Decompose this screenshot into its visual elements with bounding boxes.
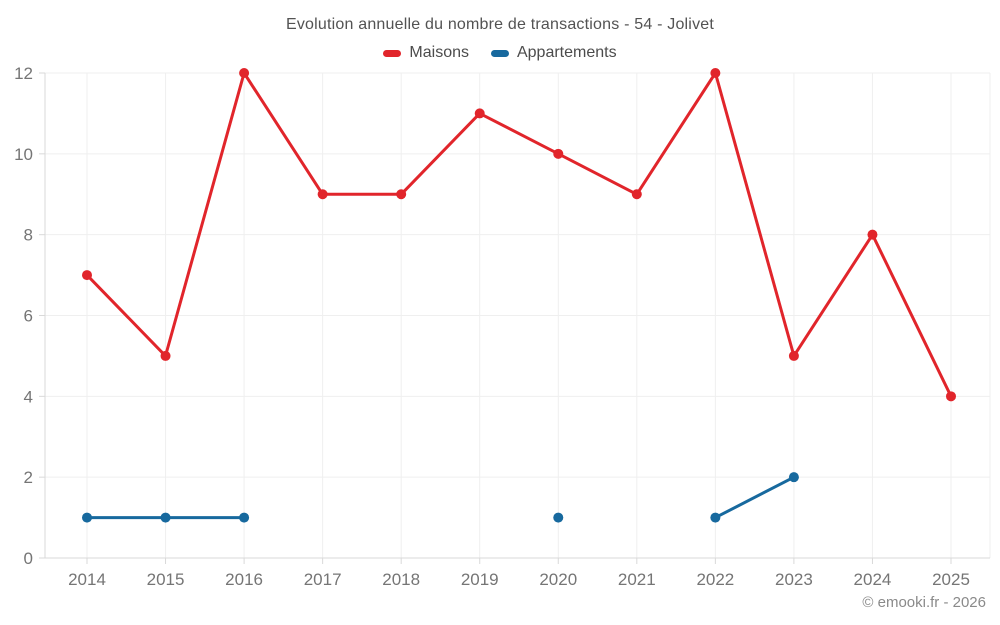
legend-swatch-appartements bbox=[490, 49, 509, 57]
x-tick-label: 2022 bbox=[696, 570, 734, 589]
x-tick-label: 2016 bbox=[225, 570, 263, 589]
legend-label-maisons: Maisons bbox=[409, 44, 469, 61]
series-line-maisons bbox=[85, 71, 953, 398]
data-point-maisons[interactable] bbox=[474, 108, 485, 119]
chart-title: Evolution annuelle du nombre de transact… bbox=[285, 16, 715, 33]
data-point-appartements[interactable] bbox=[82, 512, 92, 523]
x-tick-label: 2014 bbox=[68, 570, 106, 589]
x-tick-label: 2019 bbox=[461, 570, 499, 589]
data-point-appartements[interactable] bbox=[710, 512, 721, 523]
copyright-text: © emooki.fr - 2026 bbox=[862, 594, 986, 611]
x-tick-label: 2017 bbox=[304, 570, 342, 589]
data-point-maisons[interactable] bbox=[396, 189, 407, 200]
data-point-maisons[interactable] bbox=[946, 391, 956, 402]
data-point-appartements[interactable] bbox=[553, 512, 564, 523]
data-point-maisons[interactable] bbox=[553, 148, 564, 159]
x-tick-label: 2025 bbox=[932, 570, 970, 589]
legend-swatch-maisons bbox=[383, 49, 402, 57]
legend-item-appartements[interactable]: Appartements bbox=[490, 44, 617, 62]
y-tick-label: 4 bbox=[24, 387, 33, 406]
y-tick-label: 6 bbox=[24, 307, 33, 326]
data-point-maisons[interactable] bbox=[631, 189, 642, 200]
data-point-maisons[interactable] bbox=[239, 68, 250, 78]
data-point-appartements[interactable] bbox=[160, 512, 171, 523]
y-tick-label: 2 bbox=[24, 468, 33, 487]
x-tick-label: 2023 bbox=[775, 570, 813, 589]
legend-item-maisons[interactable]: Maisons bbox=[383, 44, 469, 62]
legend: Maisons Appartements bbox=[0, 44, 1000, 62]
data-point-maisons[interactable] bbox=[317, 189, 328, 200]
y-tick-label: 12 bbox=[14, 64, 33, 83]
data-point-maisons[interactable] bbox=[867, 229, 878, 240]
data-point-maisons[interactable] bbox=[788, 350, 799, 361]
data-point-maisons[interactable] bbox=[82, 270, 92, 281]
x-tick-label: 2024 bbox=[854, 570, 892, 589]
data-point-appartements[interactable] bbox=[788, 472, 799, 483]
data-point-appartements[interactable] bbox=[239, 512, 250, 523]
x-tick-label: 2021 bbox=[618, 570, 656, 589]
series-line-appartements bbox=[85, 475, 796, 520]
x-tick-label: 2018 bbox=[382, 570, 420, 589]
data-point-maisons[interactable] bbox=[710, 68, 721, 78]
y-tick-label: 0 bbox=[24, 549, 33, 568]
y-tick-label: 8 bbox=[24, 226, 33, 245]
x-tick-label: 2020 bbox=[539, 570, 577, 589]
legend-label-appartements: Appartements bbox=[516, 44, 617, 61]
y-tick-label: 10 bbox=[14, 145, 33, 164]
x-tick-label: 2015 bbox=[147, 570, 185, 589]
data-point-maisons[interactable] bbox=[160, 350, 171, 361]
